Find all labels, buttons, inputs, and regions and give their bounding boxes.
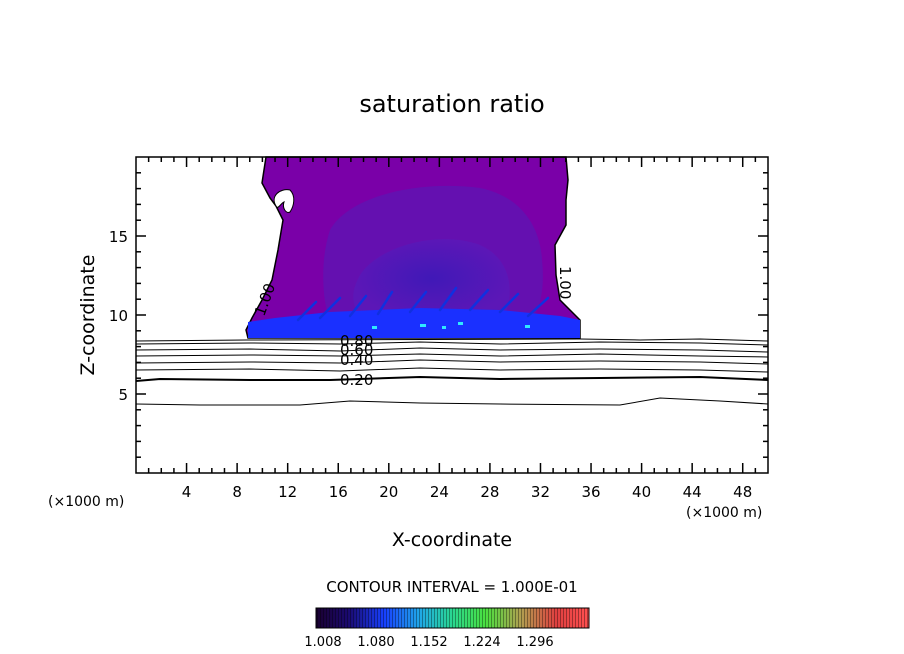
contour-label: 0.60 — [340, 341, 373, 359]
y-tick-label: 10 — [109, 307, 128, 325]
x-tick-label: 16 — [329, 483, 348, 501]
chart-title: saturation ratio — [359, 90, 544, 118]
cloud-base-streaks — [296, 286, 550, 322]
cloud-field — [245, 156, 581, 339]
colorbar — [315, 607, 590, 629]
colorbar-label: 1.008 — [304, 635, 341, 650]
x-unit-right: (×1000 m) — [686, 505, 762, 521]
cloud-core-region — [353, 239, 510, 318]
contour-label: 0.20 — [340, 371, 373, 389]
colorbar-labels: 1.008 1.080 1.152 1.224 1.296 — [304, 635, 553, 650]
x-tick-label: 40 — [632, 483, 651, 501]
colorbar-stripes — [316, 608, 589, 628]
x-tick-label: 44 — [683, 483, 702, 501]
x-tick-label: 24 — [430, 483, 449, 501]
colorbar-frame — [315, 607, 590, 629]
contour-interval-text: CONTOUR INTERVAL = 1.000E-01 — [326, 578, 577, 596]
colorbar-label: 1.296 — [516, 635, 553, 650]
x-tick-label: 32 — [531, 483, 550, 501]
cloud-base-region — [248, 308, 580, 338]
colorbar-label: 1.224 — [463, 635, 500, 650]
x-tick-labels: 4 8 12 16 20 24 28 32 36 40 44 48 — [182, 483, 752, 501]
x-tick-label: 20 — [379, 483, 398, 501]
contour-labels: 1.00 1.00 0.80 0.60 0.40 0.20 — [251, 266, 574, 389]
y-axis-label: Z-coordinate — [77, 255, 99, 376]
cloud-base-highlights — [372, 322, 530, 329]
x-tick-label: 12 — [278, 483, 297, 501]
contour-label: 0.40 — [340, 351, 373, 369]
x-tick-label: 48 — [733, 483, 752, 501]
cloud-notch — [273, 189, 295, 213]
contour-label: 0.80 — [340, 332, 373, 350]
x-tick-label: 28 — [480, 483, 499, 501]
y-tick-labels: 5 10 15 — [109, 228, 128, 404]
colorbar-label: 1.080 — [357, 635, 394, 650]
colorbar-label: 1.152 — [410, 635, 447, 650]
contour-label: 1.00 — [556, 266, 574, 299]
x-tick-label: 4 — [182, 483, 192, 501]
y-tick-label: 5 — [118, 386, 128, 404]
axis-ticks — [136, 157, 768, 473]
contour-lines — [135, 338, 769, 406]
y-tick-label: 15 — [109, 228, 128, 246]
x-unit-left: (×1000 m) — [48, 494, 124, 510]
x-tick-label: 36 — [581, 483, 600, 501]
x-axis-label: X-coordinate — [392, 529, 512, 551]
x-tick-label: 8 — [232, 483, 242, 501]
